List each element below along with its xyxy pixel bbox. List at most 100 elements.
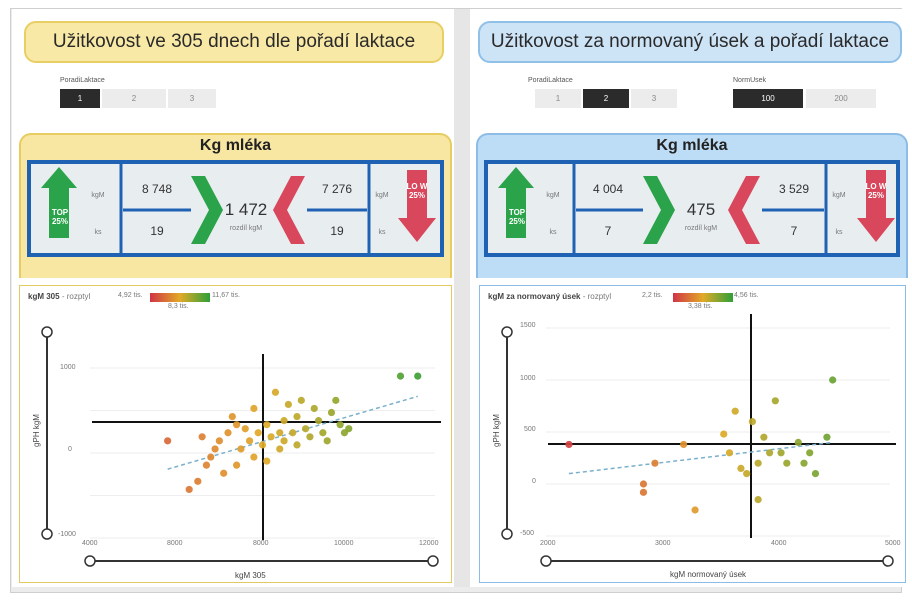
unit-kg-low: kgM [832, 192, 846, 199]
left-slicer-option-3[interactable]: 3 [168, 89, 216, 108]
data-point [651, 459, 659, 467]
trend-line [568, 441, 833, 475]
data-point [720, 430, 728, 438]
data-point [691, 506, 699, 514]
normusek-option-100[interactable]: 100 [733, 89, 803, 108]
left-ytick-2: 0 [68, 446, 72, 453]
data-point [743, 470, 751, 478]
left-ylabel: gPH kgM [31, 414, 41, 447]
left-slicer-option-2[interactable]: 2 [102, 89, 166, 108]
data-point [185, 485, 193, 494]
unit-ks-low: ks [378, 229, 386, 236]
x-range-slider-handle [882, 555, 894, 567]
y-range-slider-handle [41, 528, 53, 540]
data-point [777, 449, 785, 457]
up-arrow-icon [498, 167, 534, 238]
data-point [332, 396, 340, 404]
data-point [164, 437, 172, 445]
data-point [207, 453, 215, 461]
low-value: 3 529 [778, 182, 810, 196]
data-point [319, 429, 327, 437]
data-point [306, 433, 314, 441]
data-point [228, 412, 236, 421]
right-ytick-1: 1500 [520, 322, 536, 329]
data-point [327, 408, 336, 417]
data-point [565, 440, 573, 449]
diff-label: rozdíl kgM [684, 225, 718, 232]
left-slicer-option-1[interactable]: 1 [60, 89, 100, 108]
right-ylabel: gPH kgM [491, 414, 501, 447]
right-scatter: kgM za normovaný úsek - rozptyl 2,2 tis.… [479, 285, 906, 583]
right-xtick-1: 2000 [540, 540, 556, 547]
data-point [233, 421, 241, 429]
top-badge: TOP 25% [51, 208, 69, 226]
data-point [220, 469, 228, 477]
right-slicer2-label: NormUsek [733, 77, 767, 84]
right-ytick-3: 500 [524, 426, 536, 433]
left-kpi-box: TOP 25% kgM ks 8 748 19 1 472 rozdíl kgM… [27, 160, 444, 257]
data-point [414, 372, 422, 380]
left-legend-min: 4,92 tis. [118, 292, 143, 299]
data-point [336, 421, 344, 429]
x-range-slider-handle [540, 555, 552, 567]
color-legend-bar [150, 293, 210, 302]
data-point [639, 488, 648, 496]
normusek-option-200[interactable]: 200 [806, 89, 876, 108]
left-xtick-3: 8000 [253, 540, 269, 547]
data-point [276, 445, 284, 453]
left-scatter-title: kgM 305 - rozptyl [28, 292, 91, 301]
unit-kg-low: kgM [375, 192, 389, 199]
data-point [754, 459, 762, 467]
left-xtick-1: 4000 [82, 540, 98, 547]
right-ytick-5: -500 [520, 530, 535, 537]
up-arrow-icon [41, 167, 77, 238]
left-scatter: kgM 305 - rozptyl 4,92 tis. 11,67 tis. 8… [19, 285, 452, 583]
right-kpi-box: TOP 25% kgM ks 4 004 7 475 rozdíl kgM 3 … [484, 160, 900, 257]
data-point [811, 470, 820, 478]
data-point [289, 429, 297, 437]
data-point [258, 441, 267, 449]
down-arrow-icon [857, 170, 895, 242]
right-legend-mid: 3,38 tis. [688, 303, 713, 310]
right-ytick-4: 0 [532, 478, 536, 485]
data-point [829, 376, 837, 384]
left-xlabel: kgM 305 [235, 571, 266, 580]
data-point [680, 440, 688, 449]
data-point [271, 388, 280, 396]
data-point [806, 449, 814, 457]
data-point [323, 437, 331, 445]
unit-ks-top: ks [94, 229, 102, 236]
left-title: Užitkovost ve 305 dnech dle pořadí lakta… [24, 21, 444, 63]
data-point [754, 496, 762, 504]
color-legend-bar [673, 293, 733, 302]
data-point [250, 404, 258, 413]
right-kpi-card: Kg mléka TOP 25% kgM ks 4 004 7 475 rozd… [476, 133, 908, 278]
left-slicer-label: PoradiLaktace [60, 77, 105, 84]
data-point [783, 459, 791, 467]
data-point [310, 404, 318, 413]
data-point [284, 400, 292, 409]
left-kpi-graphics [41, 164, 436, 253]
left-xtick-5: 12000 [419, 540, 439, 547]
diff-value: 1 472 [224, 200, 268, 219]
left-kpi-card: Kg mléka TOP 25% kgM ks 8 748 19 1 472 r… [19, 133, 452, 278]
right-slicer-option-1[interactable]: 1 [535, 89, 581, 108]
data-point [725, 449, 734, 457]
top-count: 7 [604, 224, 612, 238]
left-kpi-title: Kg mléka [199, 137, 272, 154]
left-xtick-4: 10000 [334, 540, 354, 547]
data-point [639, 480, 648, 488]
right-slicer-option-2[interactable]: 2 [583, 89, 629, 108]
data-point [345, 425, 353, 433]
chevron-right-icon [191, 176, 223, 244]
data-point [211, 445, 219, 453]
right-slicer-option-3[interactable]: 3 [631, 89, 677, 108]
data-point [245, 437, 254, 445]
data-point [737, 464, 745, 472]
x-range-slider-handle [84, 555, 96, 567]
data-point [396, 372, 405, 380]
data-point [794, 438, 802, 446]
low-badge: LO W 25% [406, 182, 428, 200]
data-point [194, 477, 202, 485]
data-point [241, 425, 249, 433]
